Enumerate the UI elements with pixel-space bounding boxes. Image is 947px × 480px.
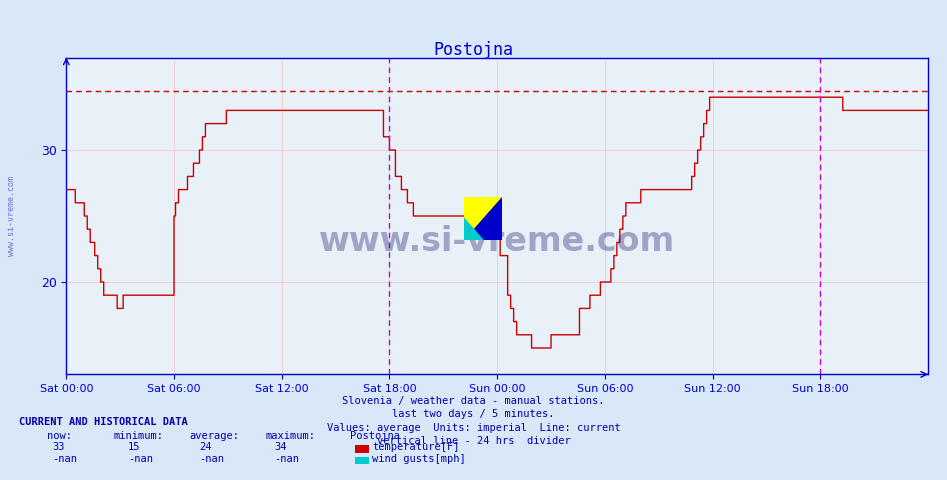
Text: Postojna: Postojna [350, 431, 401, 441]
Polygon shape [464, 197, 502, 240]
Text: last two days / 5 minutes.: last two days / 5 minutes. [392, 409, 555, 420]
Text: Values: average  Units: imperial  Line: current: Values: average Units: imperial Line: cu… [327, 423, 620, 433]
Polygon shape [464, 197, 502, 240]
Text: wind gusts[mph]: wind gusts[mph] [372, 454, 466, 464]
Polygon shape [464, 218, 483, 240]
Text: -nan: -nan [275, 454, 299, 464]
Text: 34: 34 [275, 442, 287, 452]
Text: Slovenia / weather data - manual stations.: Slovenia / weather data - manual station… [342, 396, 605, 406]
Text: 15: 15 [128, 442, 140, 452]
Text: average:: average: [189, 431, 240, 441]
Text: 33: 33 [52, 442, 64, 452]
Text: -nan: -nan [52, 454, 77, 464]
Text: -nan: -nan [199, 454, 223, 464]
Text: vertical line - 24 hrs  divider: vertical line - 24 hrs divider [377, 436, 570, 446]
Text: now:: now: [47, 431, 72, 441]
Text: maximum:: maximum: [265, 431, 315, 441]
Text: 24: 24 [199, 442, 211, 452]
Text: -nan: -nan [128, 454, 152, 464]
Text: www.si-vreme.com: www.si-vreme.com [7, 176, 16, 256]
Text: Postojna: Postojna [434, 41, 513, 59]
Text: minimum:: minimum: [114, 431, 164, 441]
Text: www.si-vreme.com: www.si-vreme.com [319, 225, 675, 258]
Text: temperature[F]: temperature[F] [372, 442, 459, 452]
Text: CURRENT AND HISTORICAL DATA: CURRENT AND HISTORICAL DATA [19, 417, 188, 427]
